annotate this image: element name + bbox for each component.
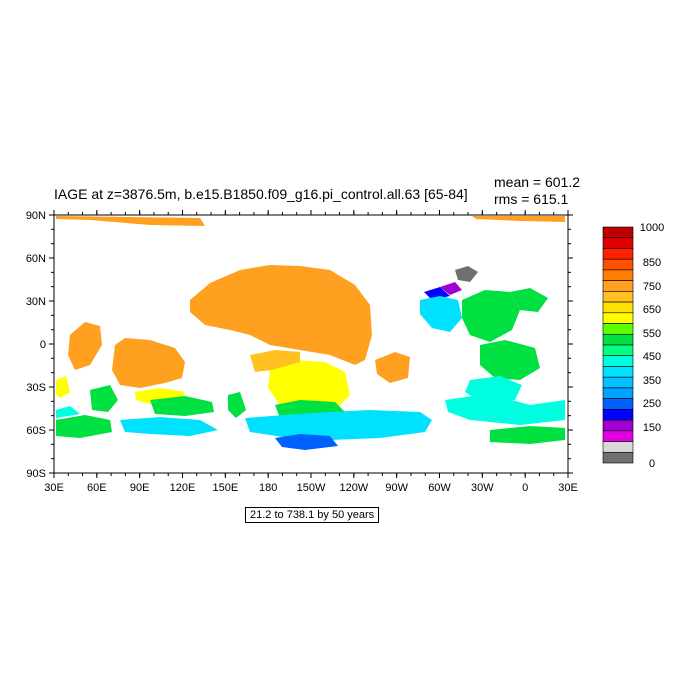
colorbar-swatch (602, 333, 634, 346)
map-fields (56, 216, 565, 450)
colorbar-swatch (602, 355, 634, 367)
colorbar-swatch (602, 280, 634, 292)
colorbar-label: 1000 (640, 222, 664, 234)
colorbar-labels: 1000 850 750 650 550 450 350 250 150 0 (640, 222, 664, 470)
x-tick-label: 180 (259, 482, 277, 494)
region-indian-ocean (112, 338, 185, 388)
colorbar-swatch (602, 419, 634, 432)
y-tick-label: 30S (26, 382, 46, 394)
x-tick-label: 90E (130, 482, 150, 494)
x-tick-label: 120E (170, 482, 196, 494)
colorbar-swatch (602, 237, 634, 249)
y-tick-label: 90N (26, 210, 46, 222)
colorbar-swatch (602, 301, 634, 314)
rms-value: rms = 615.1 (494, 191, 569, 207)
axis-ticks (49, 210, 573, 478)
colorbar-swatch (602, 430, 634, 442)
region-north-atlantic-blue (424, 287, 450, 300)
colorbar-swatch (602, 291, 634, 303)
region-east-green (510, 288, 548, 312)
colorbar-label: 850 (643, 257, 661, 269)
region-southern-cyan-1 (120, 417, 218, 436)
region-atlantic-green-2 (480, 340, 540, 380)
contour-info-box: 21.2 to 738.1 by 50 years (245, 507, 380, 523)
x-tick-label: 150W (297, 482, 326, 494)
colorbar-label: 650 (643, 304, 661, 316)
plot-title: IAGE at z=3876.5m, b.e15.B1850.f09_g16.p… (54, 186, 468, 202)
region-west-indian (68, 322, 102, 370)
colorbar-swatch (602, 269, 634, 281)
region-south-pacific-yellow (268, 360, 350, 412)
colorbar-swatch (602, 366, 634, 378)
y-tick-label: 60N (26, 253, 46, 265)
colorbar-swatch (602, 387, 634, 399)
colorbar-swatch (602, 226, 634, 239)
colorbar-label: 550 (643, 328, 661, 340)
colorbar-swatch (602, 376, 634, 389)
x-tick-label: 30E (558, 482, 578, 494)
region-west-yellow (56, 376, 70, 398)
region-atlantic-green-1 (462, 290, 520, 342)
region-north-pacific (190, 265, 372, 365)
x-tick-label: 30W (471, 482, 494, 494)
region-arctic-strip-west (56, 216, 205, 226)
colorbar-swatch (602, 441, 634, 453)
region-southern-cyan-2 (245, 410, 432, 440)
y-tick-label: 90S (26, 468, 46, 480)
y-tick-label: 60S (26, 425, 46, 437)
colorbar-swatch (602, 398, 634, 410)
colorbar-label: 450 (643, 351, 661, 363)
x-tick-labels: 30E 60E 90E 120E 150E 180 150W 120W 90W 60W 30W 0 30… (44, 482, 578, 494)
y-tick-label: 0 (40, 339, 46, 351)
region-southern-blue (275, 434, 338, 450)
region-arctic-gray (455, 266, 478, 282)
x-tick-label: 150E (212, 482, 238, 494)
colorbar-swatch (602, 248, 634, 260)
region-arctic-strip-east (472, 216, 565, 222)
region-southern-green-4 (228, 392, 246, 418)
colorbar-swatch (602, 258, 634, 271)
colorbar-swatch (602, 344, 634, 357)
region-north-atlantic-purple (440, 282, 462, 295)
region-southern-green-1 (90, 385, 118, 412)
colorbar-swatch (602, 312, 634, 324)
colorbar-label: 750 (643, 281, 661, 293)
x-tick-label: 90W (385, 482, 408, 494)
region-north-atlantic-cyan (420, 296, 462, 332)
region-atlantic-cyan-2 (445, 395, 565, 425)
colorbar-label: 350 (643, 375, 661, 387)
region-east-pacific-small (375, 352, 410, 383)
region-south-pacific-gold (250, 350, 300, 372)
colorbar-swatch (602, 323, 634, 335)
colorbar-label: 150 (643, 422, 661, 434)
x-tick-label: 30E (44, 482, 64, 494)
x-tick-label: 60E (87, 482, 107, 494)
region-southern-green-2 (150, 396, 214, 416)
region-atlantic-green-3 (490, 426, 565, 444)
stats-block: mean = 601.2 rms = 615.1 (494, 174, 580, 208)
x-tick-label: 0 (522, 482, 528, 494)
y-tick-label: 30N (26, 296, 46, 308)
region-southern-green-3 (56, 415, 112, 438)
colorbar-swatch (602, 451, 634, 464)
y-tick-labels: 90N 60N 30N 0 30S 60S 90S (26, 210, 46, 480)
colorbar-label: 250 (643, 398, 661, 410)
x-tick-label: 60W (428, 482, 451, 494)
colorbar-label: 0 (649, 458, 655, 470)
colorbar-swatch (602, 409, 634, 421)
colorbar (602, 226, 634, 464)
mean-value: mean = 601.2 (494, 174, 581, 190)
x-tick-label: 120W (339, 482, 368, 494)
region-south-pacific-cyan (56, 406, 80, 418)
